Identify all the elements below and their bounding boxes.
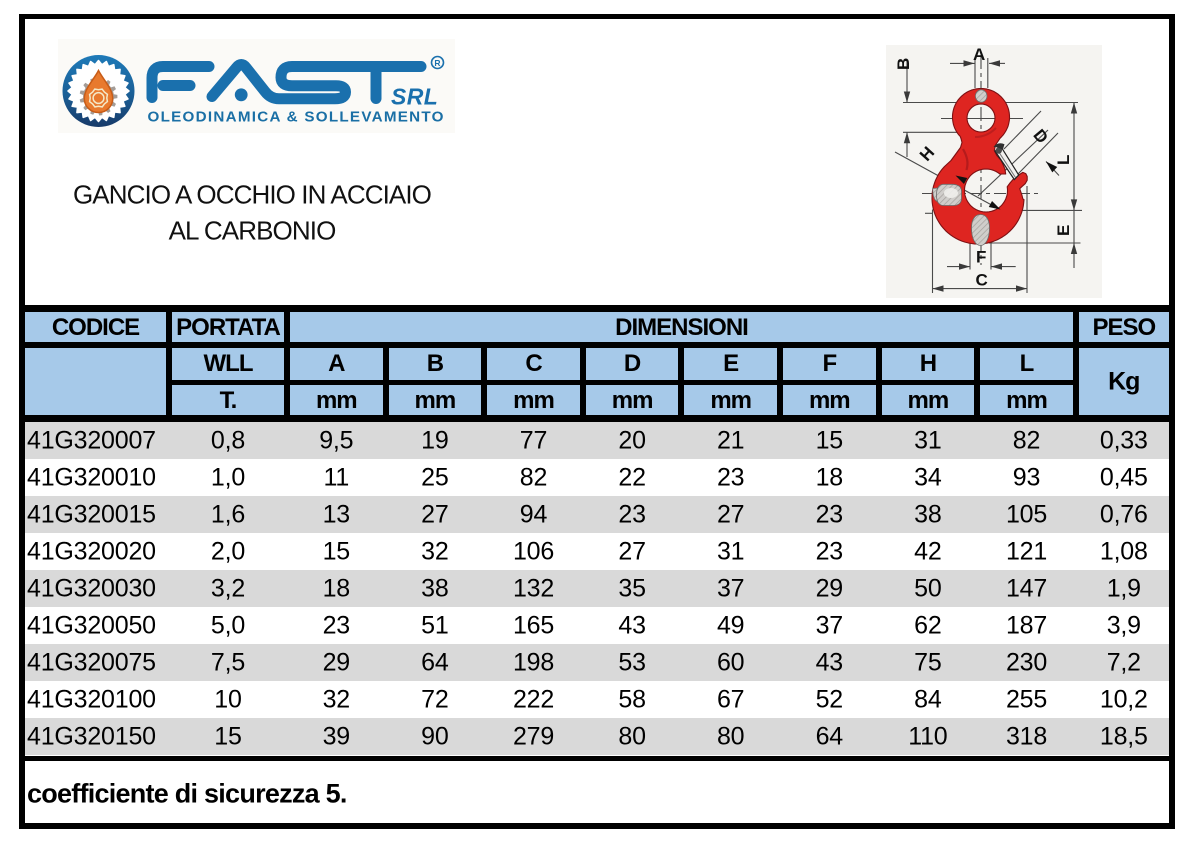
svg-text:E: E [1054,225,1073,236]
svg-text:L: L [1054,155,1073,165]
svg-text:R: R [434,58,440,68]
svg-text:A: A [973,45,985,64]
svg-text:B: B [894,58,913,70]
svg-text:SRL: SRL [391,84,438,110]
svg-text:C: C [976,271,988,290]
svg-text:F: F [976,248,986,267]
svg-text:OLEODINAMICA & SOLLEVAMENTO: OLEODINAMICA & SOLLEVAMENTO [148,109,445,126]
